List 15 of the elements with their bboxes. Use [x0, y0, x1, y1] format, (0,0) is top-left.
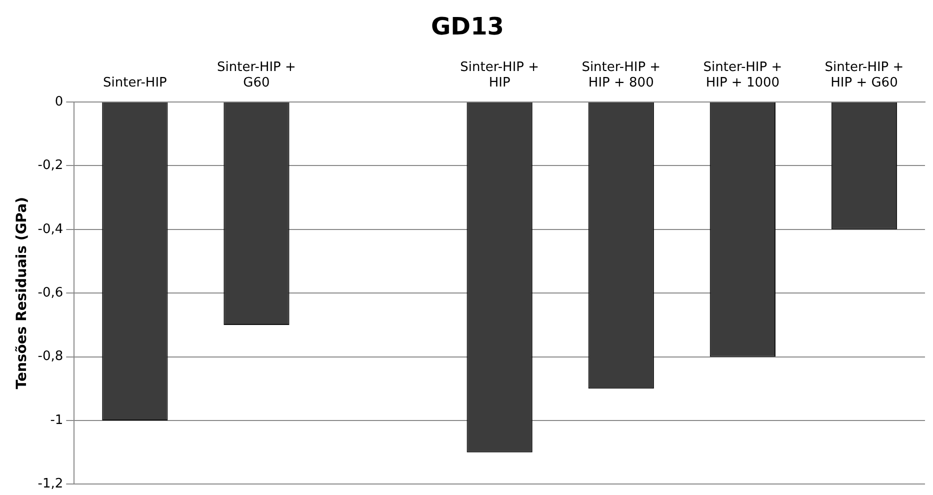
- y-tick-label: -0,6: [38, 285, 64, 300]
- x-tick-label: Sinter-HIP + HIP + 800: [582, 60, 661, 91]
- y-tick-label: -0,8: [38, 349, 64, 364]
- y-axis-title: Tensões Residuais (GPa): [14, 196, 30, 390]
- y-tick-label: 0: [54, 94, 64, 110]
- x-tick-label: Sinter-HIP + HIP + G60: [824, 60, 904, 91]
- x-tick-label: Sinter-HIP + HIP: [460, 60, 540, 91]
- x-tick-label: Sinter-HIP: [103, 76, 168, 91]
- x-tick-label: Sinter-HIP + HIP + 1000: [703, 60, 782, 91]
- chart-title: GD13: [430, 12, 504, 41]
- y-tick-label: -0,4: [38, 222, 64, 237]
- y-tick-label: -1: [50, 412, 64, 428]
- y-tick-label: -1,2: [38, 476, 64, 492]
- y-tick-label: -0,2: [38, 158, 64, 174]
- x-tick-label: Sinter-HIP + G60: [217, 60, 296, 91]
